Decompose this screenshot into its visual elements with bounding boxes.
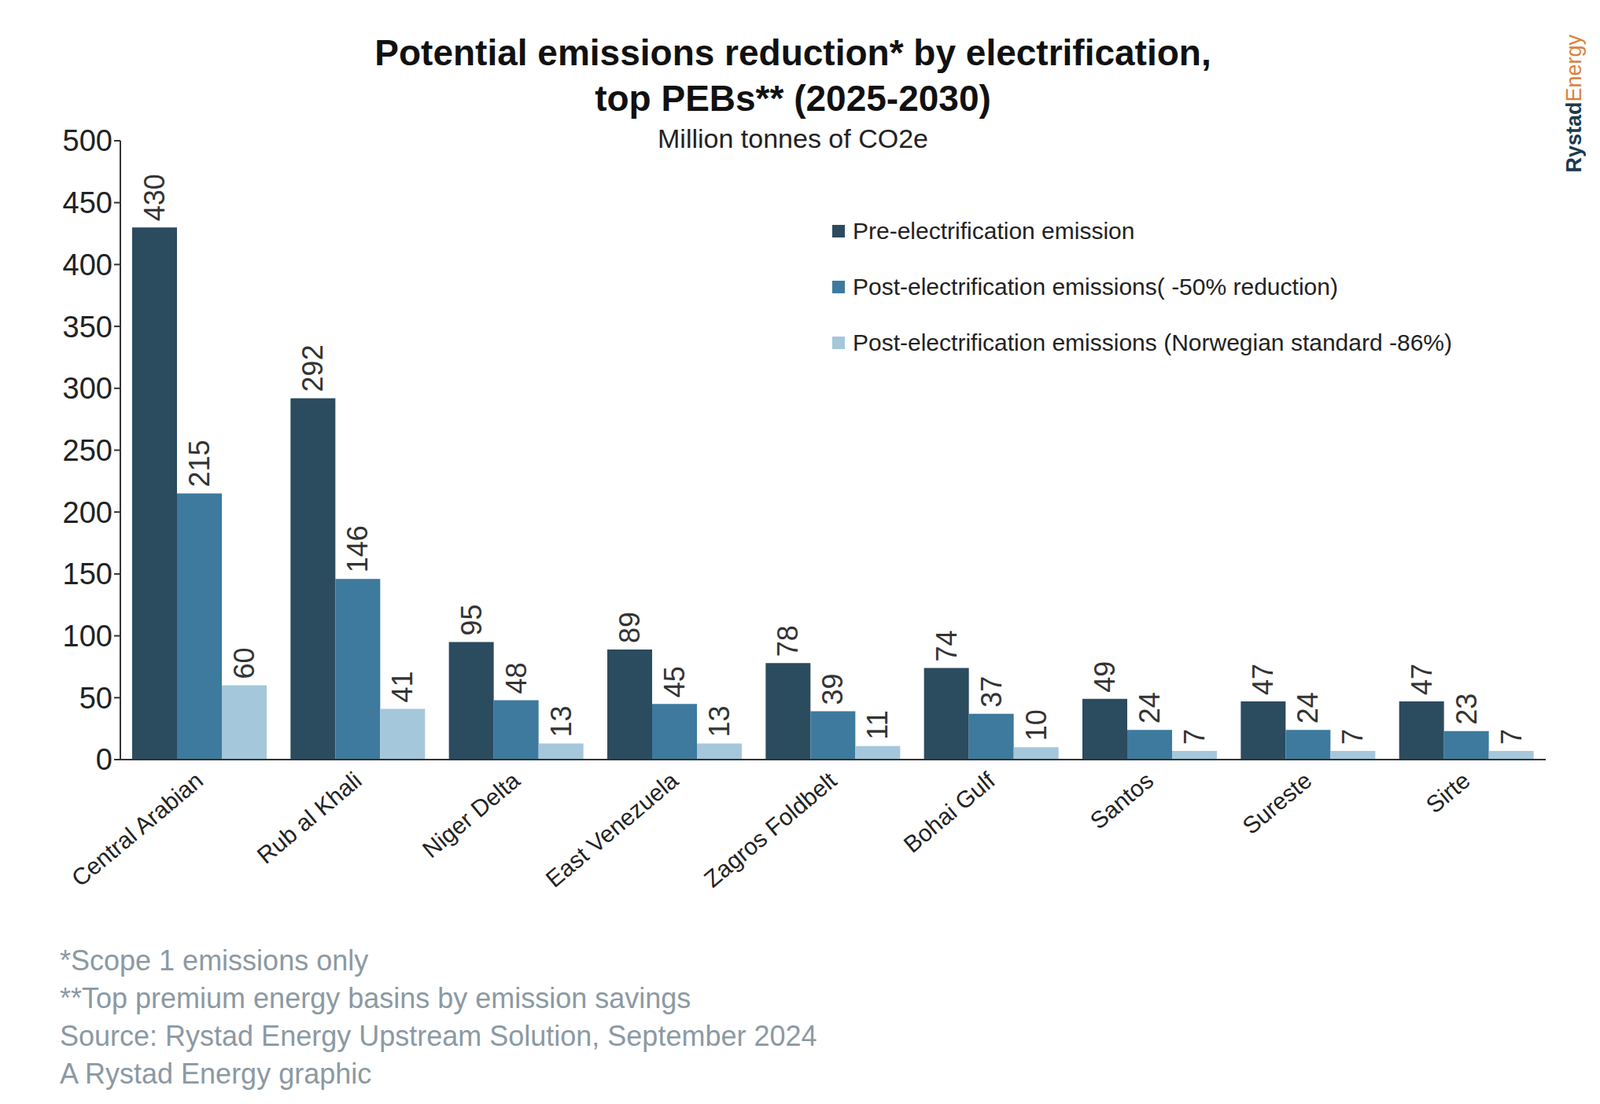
html-text:Post-electrification emissions: Post-electrification emissions (Norwegia…	[852, 329, 1453, 356]
svg-text:Santos: Santos	[1085, 766, 1159, 834]
svg-text:500: 500	[62, 124, 113, 158]
html-text:Source: Rystad Energy Upstream: Source: Rystad Energy Upstream Solution,…	[59, 1020, 817, 1053]
svg-text:150: 150	[62, 557, 113, 591]
svg-text:450: 450	[62, 186, 113, 220]
svg-text:350: 350	[62, 310, 113, 344]
svg-text:60: 60	[228, 648, 261, 680]
svg-text:7: 7	[1495, 729, 1528, 745]
html-text:Pre-electrification emission: Pre-electrification emission	[852, 217, 1135, 244]
svg-text:300: 300	[62, 372, 113, 406]
svg-text:Zagros Foldbelt: Zagros Foldbelt	[699, 766, 842, 893]
svg-text:0: 0	[95, 743, 113, 777]
svg-text:89: 89	[613, 611, 646, 644]
svg-text:37: 37	[975, 676, 1008, 708]
svg-text:Sureste: Sureste	[1237, 766, 1317, 840]
svg-text:East Venezuela: East Venezuela	[540, 766, 683, 893]
svg-text:39: 39	[816, 674, 849, 706]
html-text:Million tonnes of CO2e: Million tonnes of CO2e	[657, 123, 929, 154]
svg-text:47: 47	[1246, 663, 1280, 696]
html-text:Post-electrification emissions: Post-electrification emissions( -50% red…	[852, 273, 1338, 300]
html-text:top PEBs** (2025-2030): top PEBs** (2025-2030)	[594, 77, 991, 119]
svg-text:48: 48	[500, 662, 533, 694]
svg-text:13: 13	[703, 705, 736, 738]
svg-text:430: 430	[138, 173, 171, 222]
svg-text:41: 41	[386, 670, 419, 703]
svg-text:7: 7	[1336, 729, 1369, 745]
svg-text:78: 78	[771, 625, 804, 657]
svg-text:23: 23	[1450, 693, 1483, 726]
html-text:*Scope 1 emissions only: *Scope 1 emissions only	[59, 944, 369, 977]
html-text:Rystad: Rystad	[1562, 101, 1586, 173]
svg-text:24: 24	[1291, 692, 1324, 724]
svg-text:400: 400	[62, 248, 113, 282]
svg-text:100: 100	[62, 619, 113, 653]
html-text:Energy: Energy	[1562, 34, 1586, 102]
svg-text:146: 146	[341, 525, 374, 573]
svg-text:47: 47	[1405, 663, 1438, 696]
svg-text:45: 45	[658, 666, 691, 698]
svg-text:Central Arabian: Central Arabian	[66, 766, 209, 892]
svg-text:74: 74	[930, 630, 963, 662]
svg-text:50: 50	[79, 682, 113, 716]
svg-text:10: 10	[1020, 709, 1053, 742]
svg-text:Niger Delta: Niger Delta	[417, 766, 525, 863]
html-text:A Rystad Energy graphic: A Rystad Energy graphic	[59, 1058, 372, 1091]
svg-text:49: 49	[1088, 661, 1121, 694]
svg-text:Bohai Gulf: Bohai Gulf	[898, 766, 1000, 859]
svg-text:292: 292	[296, 344, 329, 392]
svg-text:13: 13	[545, 705, 578, 738]
svg-text:95: 95	[455, 604, 488, 636]
svg-text:215: 215	[183, 440, 216, 488]
svg-text:250: 250	[62, 434, 113, 468]
svg-text:Rub al Khali: Rub al Khali	[251, 766, 366, 869]
svg-text:11: 11	[861, 710, 894, 740]
html-text:Potential emissions reduction*: Potential emissions reduction* by electr…	[374, 32, 1212, 74]
html-text:**Top premium energy basins by: **Top premium energy basins by emission …	[59, 982, 691, 1015]
svg-text:Sirte: Sirte	[1420, 766, 1475, 819]
svg-text:7: 7	[1178, 729, 1211, 745]
svg-text:24: 24	[1133, 692, 1166, 724]
svg-text:200: 200	[62, 496, 113, 530]
